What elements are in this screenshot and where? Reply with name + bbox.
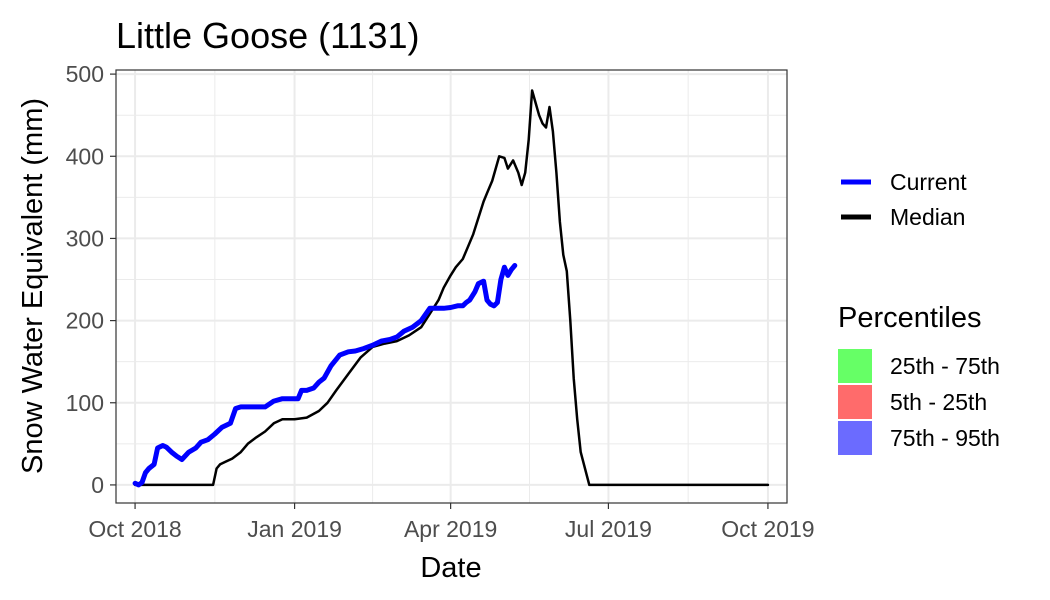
chart-title: Little Goose (1131) <box>116 15 420 56</box>
legend-label: 5th - 25th <box>890 389 987 415</box>
x-tick-label: Apr 2019 <box>404 516 497 542</box>
axes: 0 100 200 300 400 500 Oct 2018 Jan 2019 Apr 2019… <box>66 61 815 542</box>
y-axis-title: Snow Water Equivalent (mm) <box>17 98 49 474</box>
y-tick-label: 300 <box>66 225 104 251</box>
current-series-line <box>132 263 518 488</box>
plot-data <box>132 89 770 488</box>
legend-percentiles-title: Percentiles <box>838 302 981 334</box>
legend-key-swatch <box>838 385 872 419</box>
x-axis-title: Date <box>420 552 481 584</box>
x-tick-label: Oct 2018 <box>88 516 181 542</box>
x-tick-label: Jan 2019 <box>247 516 342 542</box>
legend-label: Median <box>890 204 965 230</box>
legend: Current Median Percentiles 25th - 75th 5th -… <box>838 169 1000 455</box>
y-tick-label: 0 <box>91 472 104 498</box>
legend-label: Current <box>890 169 967 195</box>
legend-label: 75th - 95th <box>890 425 1000 451</box>
x-tick-label: Jul 2019 <box>565 516 652 542</box>
legend-key-swatch <box>838 349 872 383</box>
legend-label: 25th - 75th <box>890 353 1000 379</box>
y-tick-label: 100 <box>66 390 104 416</box>
y-tick-label: 400 <box>66 143 104 169</box>
y-tick-label: 500 <box>66 61 104 87</box>
plot-panel-border <box>115 69 788 504</box>
x-tick-label: Oct 2019 <box>721 516 814 542</box>
legend-key-swatch <box>838 421 872 455</box>
y-tick-label: 200 <box>66 308 104 334</box>
plot-grid <box>116 70 787 503</box>
median-series-line <box>133 89 770 487</box>
